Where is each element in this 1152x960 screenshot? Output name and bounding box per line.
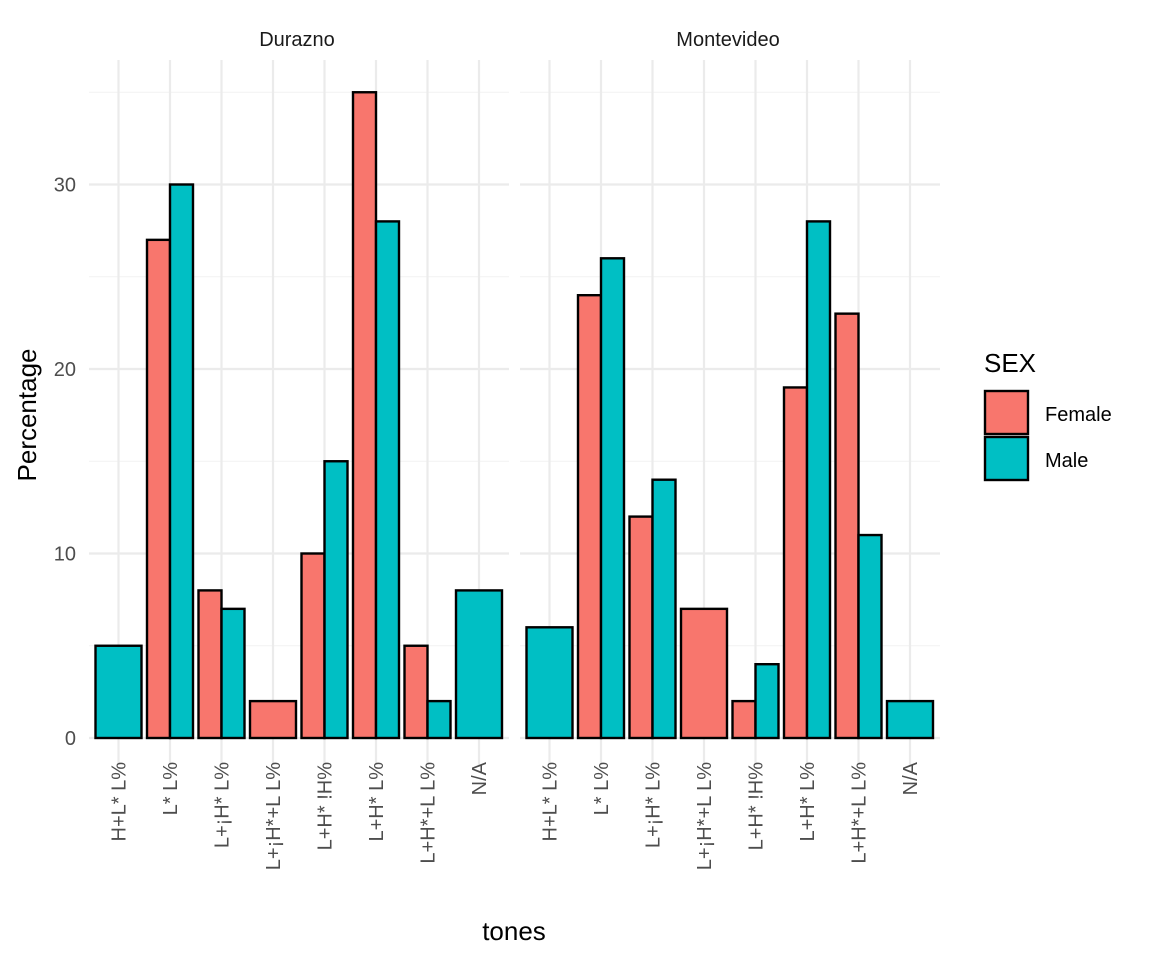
x-tick-label: L* L% [591, 762, 613, 816]
x-tick-label: L* L% [160, 762, 182, 816]
y-tick-label: 30 [54, 175, 76, 197]
facet-label: Montevideo [676, 29, 779, 51]
bar-male [525, 626, 574, 740]
x-tick-label: L+H* !H% [746, 762, 768, 851]
bar-male [220, 607, 246, 740]
bar-female [300, 552, 326, 740]
x-tick-label: L+H* L% [366, 762, 388, 842]
x-tick-label: L+¡H* L% [643, 762, 665, 848]
y-axis-title: Percentage [12, 349, 42, 482]
bar-male [168, 183, 195, 740]
bar-female [731, 699, 757, 740]
bar-male [805, 220, 832, 740]
x-tick-label: N/A [900, 761, 922, 795]
bar-male [651, 478, 677, 740]
bar-female [197, 589, 223, 740]
chart-panels: Durazno H+L* L% L* L% L+¡H* L% L+¡H*+L L% L+H… [89, 29, 940, 870]
y-axis: 0 10 20 30 [54, 175, 76, 751]
bar-male [374, 220, 401, 740]
bar-female [248, 699, 298, 740]
bar-female [679, 607, 729, 740]
legend-swatch-female [983, 389, 1030, 436]
x-tick-label: L+H*+L L% [418, 762, 440, 864]
x-tick-label: L+¡H*+L L% [694, 762, 716, 870]
bar-female [628, 515, 654, 740]
x-tick-label: L+¡H* L% [212, 762, 234, 848]
x-tick-label: L+¡H*+L L% [263, 762, 285, 870]
y-tick-label: 0 [65, 728, 76, 750]
bar-female [403, 644, 429, 740]
x-tick-label: L+H*+L L% [849, 762, 871, 864]
bar-female [351, 91, 378, 740]
bar-female [782, 386, 809, 740]
legend-title: SEX [984, 348, 1036, 378]
panel-montevideo: Montevideo H+L* L% L* L% L+¡H* L% L+¡H*+L L%… [520, 29, 940, 870]
bar-female [576, 294, 603, 740]
bar-male [323, 460, 349, 740]
x-tick-label: N/A [469, 761, 491, 795]
bar-female [145, 238, 172, 740]
x-tick-label: L+H* !H% [315, 762, 337, 851]
x-tick-label: H+L* L% [540, 762, 562, 842]
bar-male [94, 644, 143, 740]
legend-label-male: Male [1045, 450, 1088, 472]
legend-swatch-male [983, 435, 1030, 482]
bar-male [857, 533, 883, 740]
bar-female [834, 312, 860, 740]
bar-male [426, 699, 452, 740]
legend-label-female: Female [1045, 404, 1112, 426]
bar-male [754, 663, 780, 740]
x-tick-label: L+H* L% [797, 762, 819, 842]
x-axis-title: tones [482, 916, 546, 946]
panel-durazno: Durazno H+L* L% L* L% L+¡H* L% L+¡H*+L L% L+H… [89, 29, 509, 870]
bar-male [454, 589, 504, 740]
facet-label: Durazno [259, 29, 335, 51]
bar-male [599, 257, 626, 740]
legend-keys: Female Male [983, 389, 1112, 482]
y-tick-label: 20 [54, 359, 76, 381]
bar-male [885, 699, 935, 740]
x-tick-label: H+L* L% [109, 762, 131, 842]
legend: SEX Female Male [983, 348, 1112, 482]
y-tick-label: 10 [54, 544, 76, 566]
